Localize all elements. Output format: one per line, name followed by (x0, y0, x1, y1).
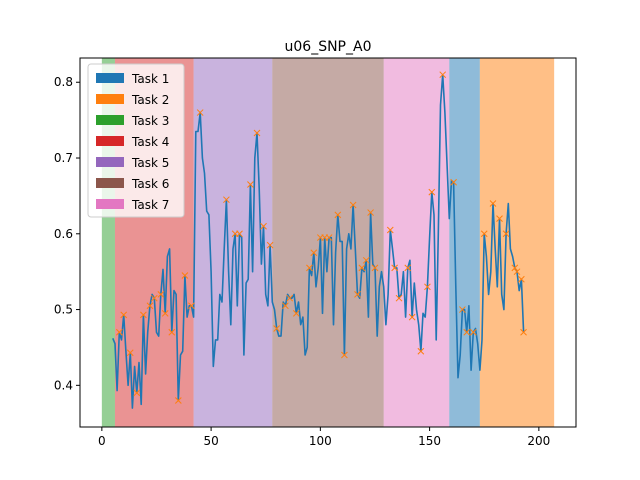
legend: Task 1 Task 2 Task 3 Task 4 Task 5 Task 6 Task… (87, 63, 185, 218)
peak-marker (395, 294, 403, 302)
series-line-group (112, 73, 525, 409)
peak-marker (404, 264, 412, 272)
peak-marker (181, 272, 189, 279)
task-regions (101, 58, 555, 427)
legend-label: Task 6 (131, 177, 169, 191)
peak-marker (513, 268, 521, 276)
peak-marker (146, 302, 154, 310)
plot-frame (79, 57, 577, 428)
peak-marker (349, 201, 357, 209)
peak-marker (391, 264, 398, 272)
peak-marker (266, 241, 274, 249)
y-tick-label: 0.4 (54, 378, 73, 392)
y-tick-label: 0.8 (54, 75, 73, 89)
peak-marker (489, 200, 497, 207)
peak-marker (463, 328, 471, 336)
peak-marker (358, 264, 366, 272)
y-axis: 0.4 0.5 0.6 0.7 0.8 (54, 75, 80, 392)
peak-marker (150, 294, 158, 302)
legend-swatch (96, 178, 124, 188)
peak-marker (367, 209, 374, 216)
peak-marker (260, 222, 267, 230)
peak-marker (273, 325, 281, 332)
peak-marker (469, 328, 477, 336)
peak-marker (428, 188, 436, 196)
peak-marker (502, 230, 510, 238)
peak-marker (236, 230, 243, 238)
task-region-3 (193, 58, 273, 427)
peak-marker (157, 291, 165, 298)
peak-marker (424, 283, 431, 291)
peak-marker (115, 328, 123, 336)
task-region-5 (383, 58, 450, 427)
peak-marker (188, 302, 195, 310)
legend-swatch (96, 157, 124, 167)
peak-marker (518, 275, 525, 283)
peak-marker (223, 196, 230, 204)
legend-swatch (96, 115, 124, 125)
peak-marker (496, 215, 503, 222)
legend-label: Task 1 (131, 72, 169, 86)
y-tick-label: 0.5 (54, 303, 73, 317)
x-tick-label: 100 (309, 434, 332, 448)
legend-label: Task 3 (131, 114, 169, 128)
peak-marker (417, 347, 425, 355)
peak-marker (408, 313, 416, 321)
peak-marker (168, 328, 176, 336)
peak-marker (282, 302, 289, 310)
peak-marker (196, 109, 204, 116)
legend-swatch (96, 136, 124, 146)
x-tick-label: 0 (98, 434, 106, 448)
peak-marker (126, 349, 134, 357)
peak-marker (362, 256, 370, 264)
peak-marker (480, 230, 488, 238)
peak-marker (286, 294, 294, 302)
marker-group (115, 71, 527, 404)
peak-marker (306, 264, 313, 272)
legend-swatch (96, 73, 124, 83)
chart-title: u06_SNP_A0 (285, 39, 372, 55)
legend-swatch (96, 94, 124, 104)
peak-marker (341, 351, 348, 359)
peak-marker (354, 291, 361, 298)
legend-label: Task 7 (131, 198, 169, 212)
peak-marker (325, 234, 333, 241)
peak-marker (140, 311, 147, 319)
series-line (112, 73, 525, 409)
peak-marker (133, 389, 141, 397)
y-tick-label: 0.6 (54, 227, 73, 241)
legend-swatch (96, 199, 124, 209)
peak-marker (511, 264, 519, 272)
peak-marker (310, 249, 318, 257)
legend-label: Task 4 (131, 135, 169, 149)
peak-marker (371, 264, 379, 272)
legend-label: Task 2 (131, 93, 169, 107)
peak-marker (161, 309, 169, 317)
peak-marker (174, 397, 182, 404)
peak-marker (386, 226, 394, 234)
task-region-6 (449, 58, 480, 427)
peak-marker (120, 311, 128, 319)
y-tick-label: 0.7 (54, 151, 73, 165)
peak-marker (292, 309, 300, 317)
legend-label: Task 5 (131, 156, 169, 170)
peak-marker (334, 211, 342, 219)
peak-marker (520, 328, 527, 336)
peak-marker (459, 306, 466, 313)
x-axis: 0 50 100 150 200 (98, 427, 550, 448)
x-tick-label: 50 (203, 434, 218, 448)
peak-marker (439, 71, 447, 79)
x-tick-label: 200 (527, 434, 550, 448)
x-tick-label: 150 (418, 434, 441, 448)
peak-marker (253, 129, 261, 137)
peak-marker (450, 178, 457, 186)
peak-marker (247, 181, 254, 188)
